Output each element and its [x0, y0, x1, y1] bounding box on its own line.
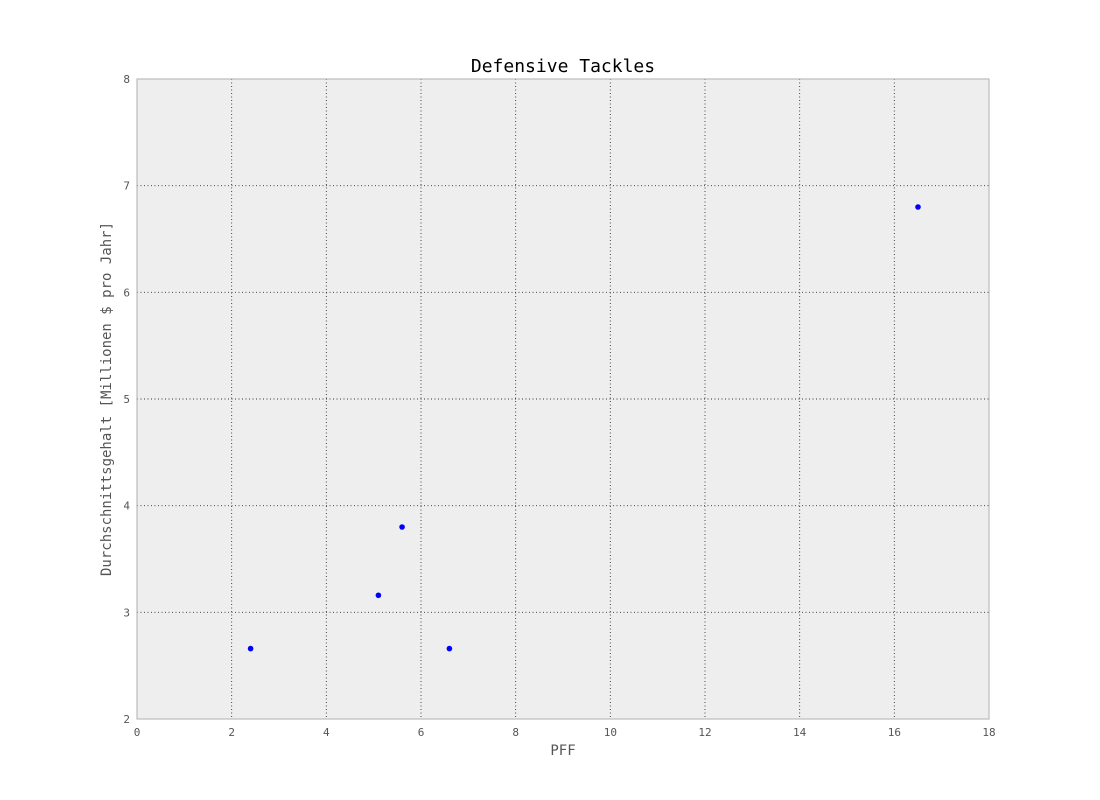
x-axis-label: PFF: [550, 743, 575, 759]
x-tick-label: 0: [134, 726, 141, 739]
data-point: [446, 645, 453, 652]
y-tick-label: 5: [123, 393, 130, 406]
chart-title: Defensive Tackles: [471, 56, 655, 77]
x-tick-label: 14: [793, 726, 807, 739]
y-tick-label: 2: [123, 713, 130, 726]
y-axis-label: Durchschnittsgehalt [Millionen $ pro Jah…: [99, 222, 115, 576]
plot-frame: [136, 78, 990, 720]
data-point: [399, 524, 405, 530]
plot-area: [137, 79, 989, 719]
y-tick-labels: 2 3 4 5 6 7 8: [123, 73, 130, 726]
y-tick-label: 7: [123, 180, 130, 193]
y-tick-label: 8: [123, 73, 130, 86]
x-tick-label: 10: [604, 726, 617, 739]
x-tick-label: 2: [228, 726, 235, 739]
x-tick-label: 6: [418, 726, 425, 739]
x-tick-label: 18: [982, 726, 995, 739]
x-tick-label: 8: [512, 726, 519, 739]
x-tick-label: 16: [888, 726, 901, 739]
data-point: [915, 204, 921, 210]
y-tick-label: 6: [123, 286, 130, 299]
data-point: [247, 645, 254, 652]
y-tick-label: 4: [123, 500, 130, 513]
data-points: [247, 204, 921, 652]
y-tick-label: 3: [123, 606, 130, 619]
x-tick-label: 4: [323, 726, 330, 739]
x-tick-label: 12: [698, 726, 711, 739]
x-tick-labels: 0 2 4 6 8 10 12 14 16 18: [134, 726, 996, 739]
data-point: [375, 592, 382, 599]
